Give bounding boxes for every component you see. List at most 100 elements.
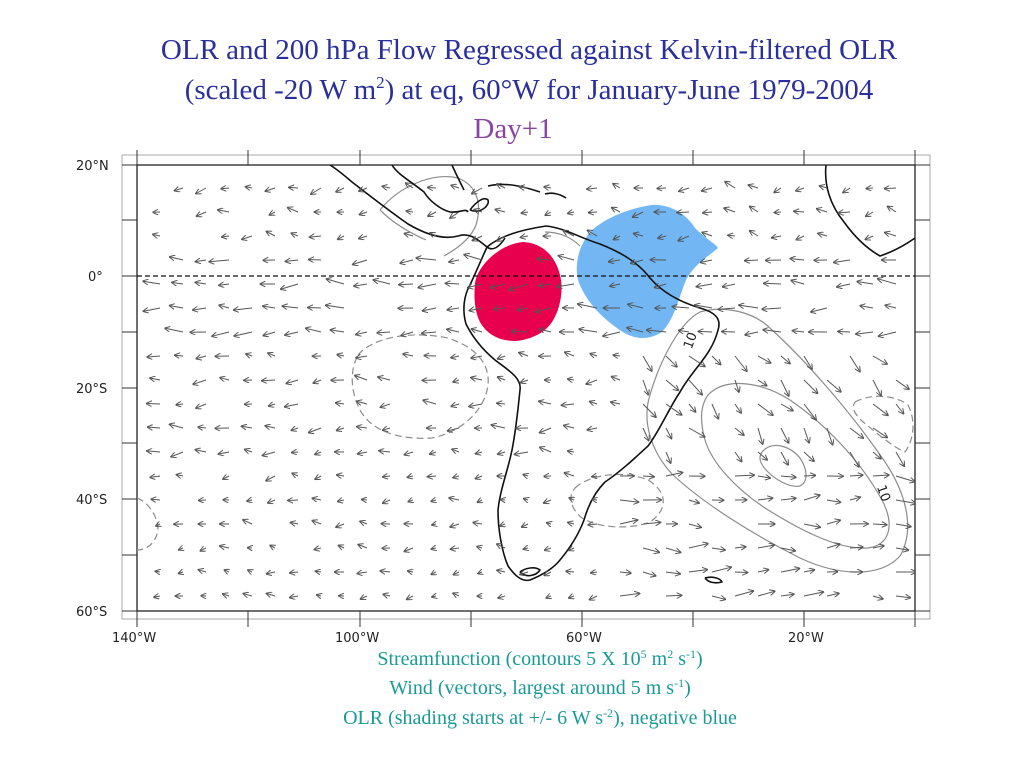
wind-vector [509, 283, 529, 290]
wind-vector [619, 572, 631, 573]
wind-vector [400, 260, 414, 263]
map-outer-frame [121, 154, 931, 620]
wind-vector [407, 596, 414, 599]
wind-vector [565, 352, 575, 356]
wind-vector [867, 188, 874, 189]
wind-vector [757, 355, 770, 363]
wind-vector [849, 355, 860, 371]
wind-vector [221, 188, 230, 189]
wind-vector [631, 260, 644, 263]
negative-contour-pacific [351, 334, 489, 439]
wind-vector [734, 547, 746, 548]
wind-vector [170, 306, 184, 308]
wind-vector [657, 188, 667, 189]
wind-vector [837, 284, 851, 287]
wind-vector [430, 452, 437, 454]
wind-vector [358, 452, 368, 454]
negative-contour-southwest [570, 473, 664, 528]
wind-vector [834, 260, 851, 262]
wind-vector [780, 427, 789, 443]
lon-label-20w: 20°W [788, 631, 824, 646]
wind-vector [722, 332, 736, 333]
wind-vector [450, 211, 460, 218]
wind-vector [361, 596, 368, 599]
wind-vector [803, 524, 820, 527]
wind-vector [703, 212, 713, 213]
wind-vector [895, 499, 915, 503]
wind-vector [246, 354, 253, 356]
wind-vector [453, 593, 460, 596]
contour-label-2: 10 [873, 483, 893, 504]
wind-vector [406, 183, 414, 188]
wind-vector [287, 380, 299, 383]
wind-vector [263, 452, 276, 456]
longitude-labels: 140°W 100°W 60°W 20°W [112, 631, 824, 646]
wind-vector [500, 524, 505, 526]
wind-vector [311, 187, 322, 194]
wind-vector [423, 400, 437, 404]
wind-vector [546, 596, 551, 598]
wind-vector [515, 452, 529, 454]
wind-vector [849, 547, 863, 548]
wind-vector [268, 500, 276, 503]
wind-vector [762, 308, 782, 309]
wind-vector [336, 524, 345, 527]
wind-vector [658, 236, 667, 238]
wind-vector [377, 332, 391, 333]
wind-vector [888, 207, 897, 213]
wind-vector [286, 260, 299, 261]
wind-vector [407, 211, 414, 212]
wind-vector [796, 188, 805, 191]
wind-vector [565, 473, 575, 476]
wind-vector [291, 523, 299, 525]
wind-vector [449, 260, 460, 262]
wind-vector [264, 332, 276, 336]
wind-vector [209, 260, 230, 262]
wind-vector [265, 426, 276, 428]
wind-vector [521, 236, 529, 237]
lat-label-20n: 20°N [76, 159, 109, 174]
wind-vector [856, 332, 874, 334]
wind-vector [449, 498, 460, 500]
positive-contour-ne [544, 231, 581, 247]
wind-vector [405, 234, 414, 237]
wind-vector [872, 427, 887, 437]
wind-vector [642, 427, 649, 440]
wind-vector [547, 523, 551, 524]
lat-label-40s: 40°S [76, 493, 107, 508]
positive-contour-north-2 [379, 209, 427, 241]
wind-vector [619, 520, 637, 525]
coast-cuba [487, 183, 541, 193]
wind-vector [711, 567, 731, 573]
wind-vector [418, 283, 437, 288]
wind-vector [895, 379, 909, 389]
wind-vector [196, 282, 207, 284]
wind-vector [417, 258, 437, 260]
coast-hispaniola [544, 192, 567, 199]
wind-vector [613, 184, 621, 188]
coast-florida [451, 165, 465, 191]
wind-vector [175, 355, 184, 356]
wind-vector [665, 403, 682, 415]
wind-vector [612, 208, 621, 212]
wind-vector [564, 231, 575, 237]
wind-vector [432, 548, 437, 549]
wind-vector [266, 475, 276, 481]
wind-vector [470, 308, 483, 311]
wind-vector [711, 403, 718, 419]
wind-vector [234, 308, 253, 310]
wind-vector [734, 572, 747, 573]
wind-vector [857, 282, 874, 284]
caption-olr: OLR (shading starts at +/- 6 W s-2), neg… [343, 706, 737, 729]
wind-vector [803, 451, 814, 461]
wind-vector [750, 231, 759, 237]
wind-vector [665, 427, 671, 438]
axis-ticks [122, 150, 930, 627]
wind-vector [497, 184, 506, 188]
wind-vector [866, 236, 874, 239]
wind-vector [655, 284, 667, 287]
wind-vector [642, 476, 654, 477]
wind-vector [153, 235, 161, 237]
wind-vector [569, 498, 574, 500]
